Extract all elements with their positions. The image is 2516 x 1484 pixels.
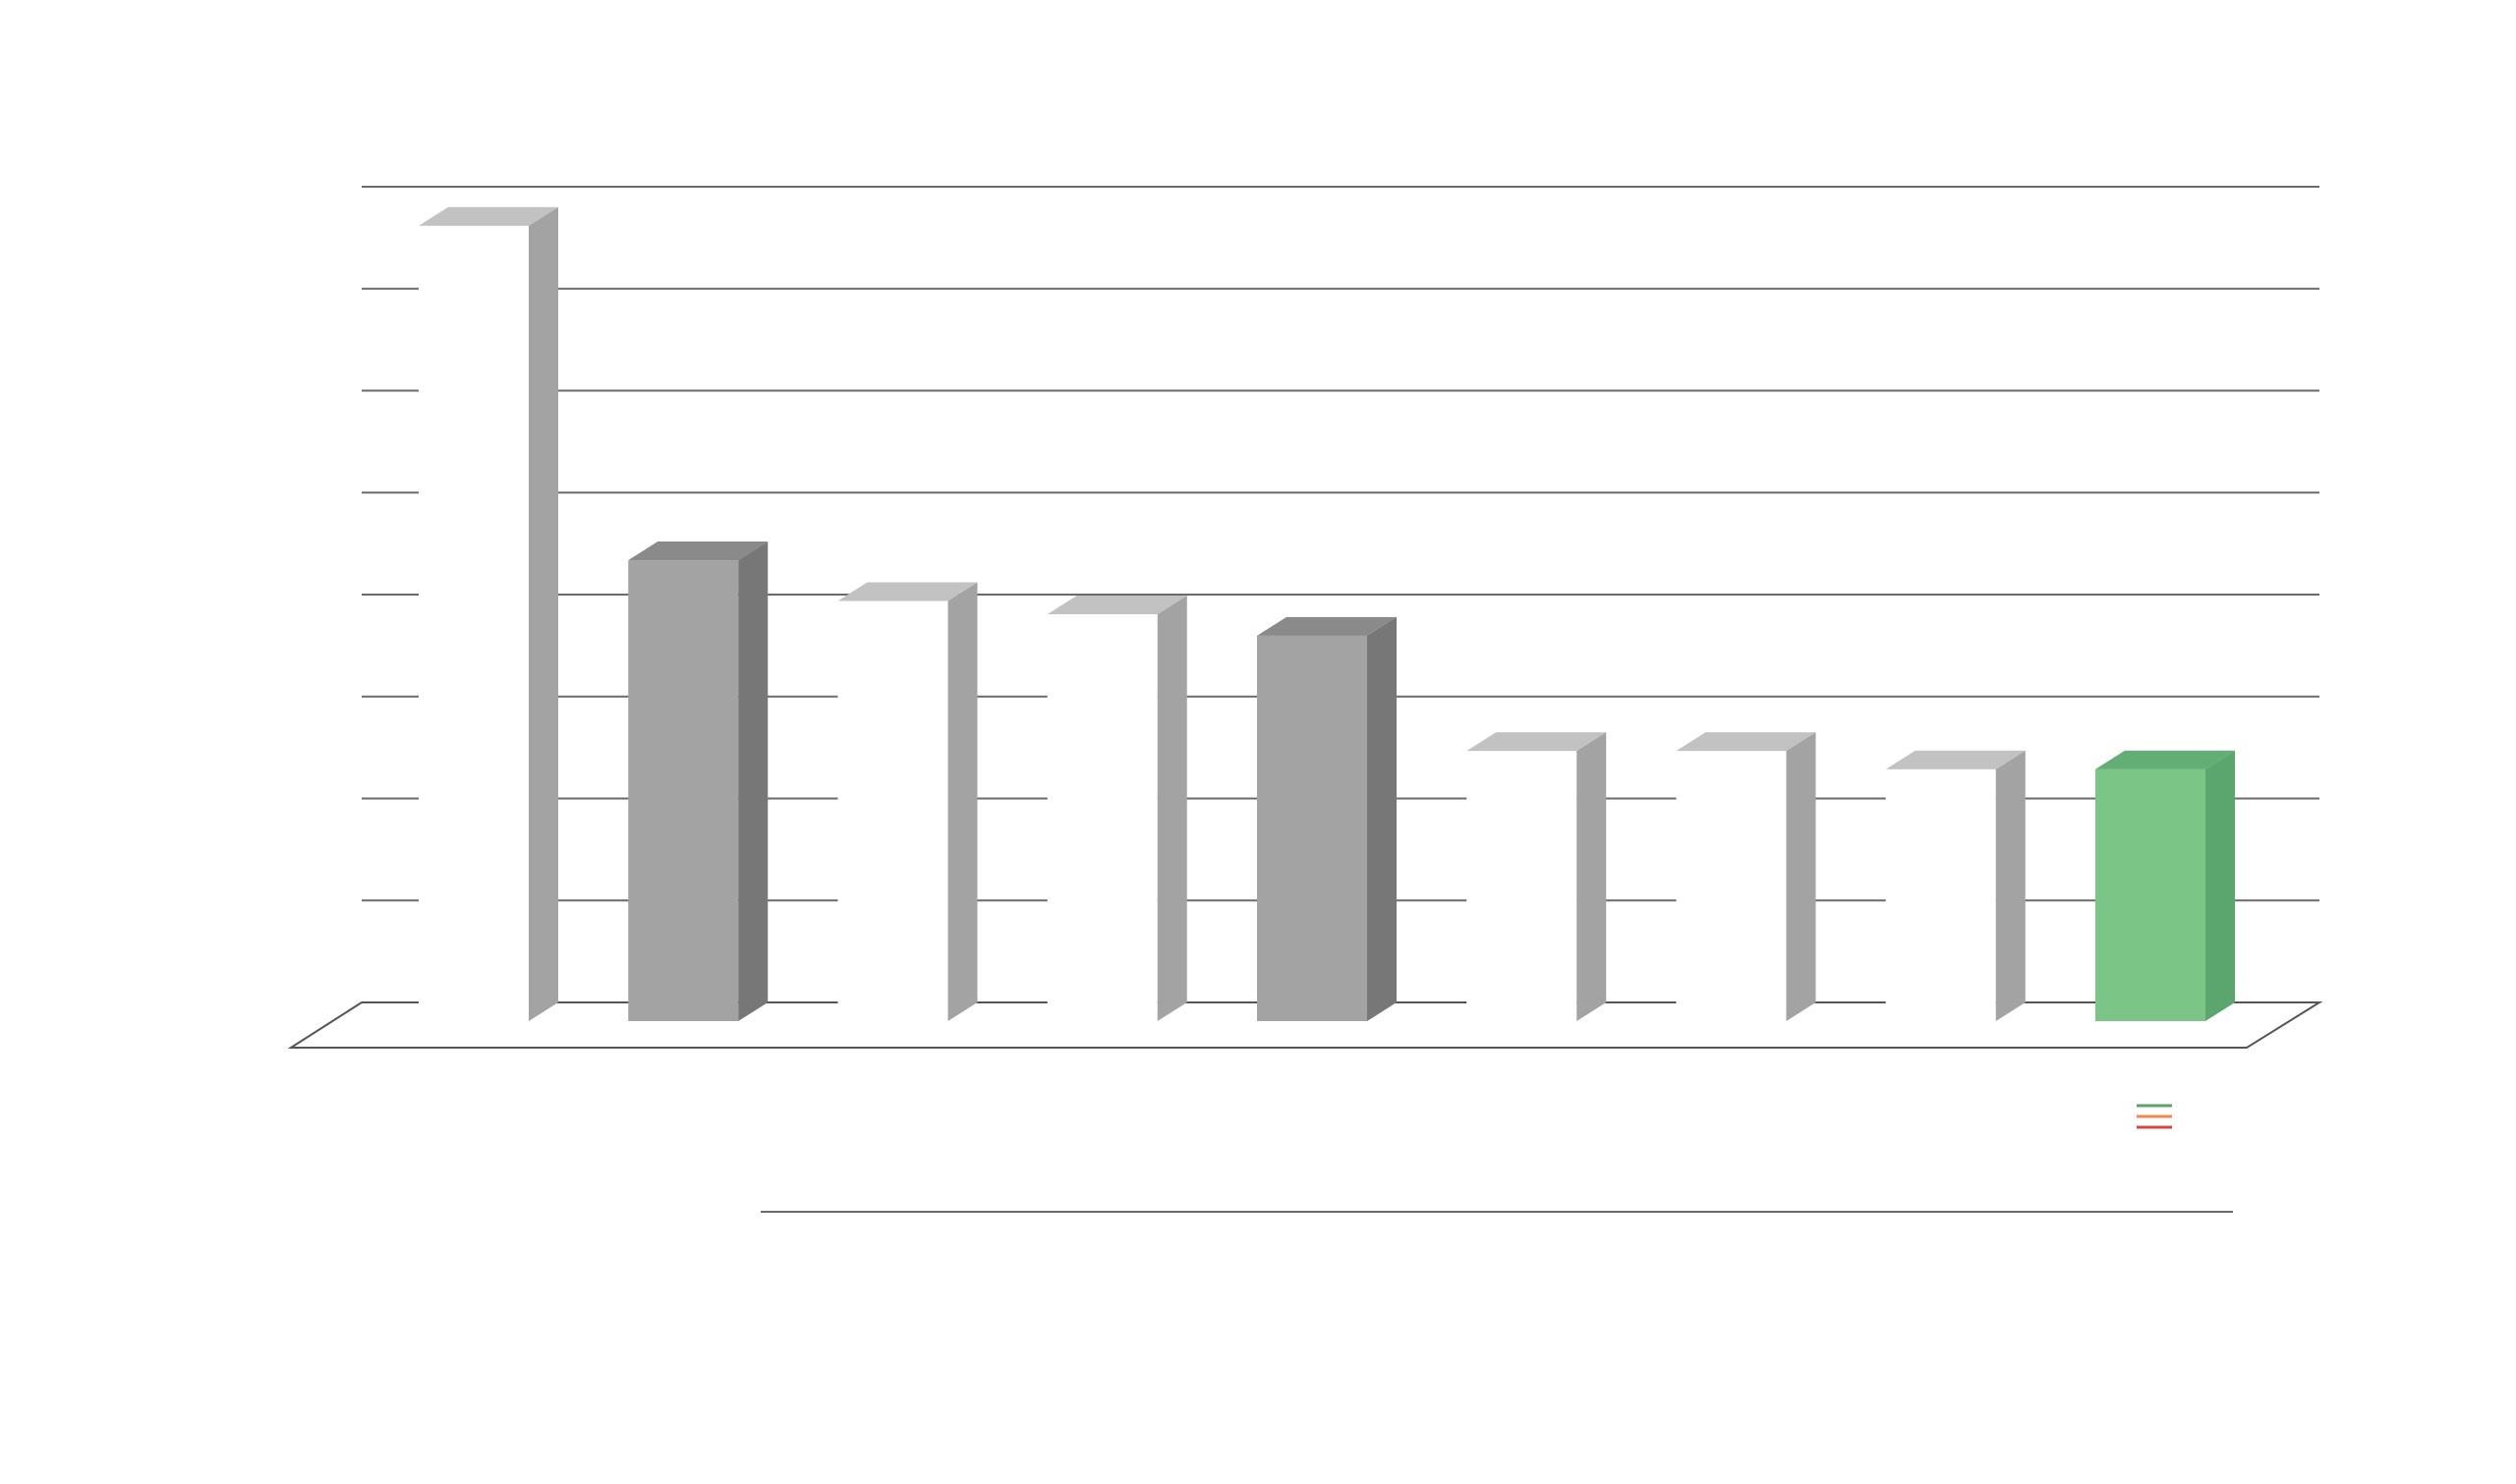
bar bbox=[419, 206, 558, 1021]
bar-top-face bbox=[1047, 596, 1187, 615]
bar bbox=[1885, 750, 2026, 1021]
bar-side-face bbox=[738, 542, 769, 1021]
legend bbox=[2137, 1104, 2172, 1129]
bar-top-face bbox=[628, 542, 769, 561]
bar bbox=[1676, 732, 1816, 1021]
bar-front-face bbox=[628, 560, 739, 1021]
bar-front-face bbox=[2095, 769, 2205, 1021]
bar bbox=[1047, 596, 1187, 1021]
bar-top-face bbox=[1676, 732, 1816, 752]
bar-side-face bbox=[1157, 596, 1187, 1021]
bar-front-face bbox=[1047, 614, 1158, 1021]
bar-side-face bbox=[1367, 616, 1397, 1021]
bar bbox=[837, 582, 978, 1021]
floor-outline bbox=[287, 1001, 2323, 1049]
bar-front-face bbox=[419, 225, 529, 1021]
bar-side-face bbox=[1786, 732, 1816, 1021]
bar-side-face bbox=[1995, 750, 2026, 1021]
chart-floor bbox=[287, 1001, 2323, 1049]
bar-side-face bbox=[1576, 732, 1607, 1021]
bar-front-face bbox=[837, 600, 948, 1021]
bar-front-face bbox=[1466, 751, 1577, 1021]
bar-top-face bbox=[837, 582, 978, 601]
bar bbox=[628, 542, 769, 1021]
bars bbox=[419, 206, 2235, 1021]
bar-top-face bbox=[1466, 732, 1607, 752]
bar-side-face bbox=[2205, 750, 2235, 1021]
bar-top-face bbox=[419, 206, 558, 226]
bar bbox=[1466, 732, 1607, 1021]
bar-side-face bbox=[947, 582, 978, 1021]
bar-front-face bbox=[1257, 635, 1367, 1021]
bar-top-face bbox=[1257, 616, 1397, 636]
bar-front-face bbox=[1885, 769, 1996, 1021]
bar-side-face bbox=[529, 206, 558, 1021]
bar bbox=[2095, 750, 2235, 1021]
bar-top-face bbox=[1885, 750, 2026, 770]
bar bbox=[1257, 616, 1397, 1021]
bar-top-face bbox=[2095, 750, 2235, 770]
bar-front-face bbox=[1676, 751, 1787, 1021]
